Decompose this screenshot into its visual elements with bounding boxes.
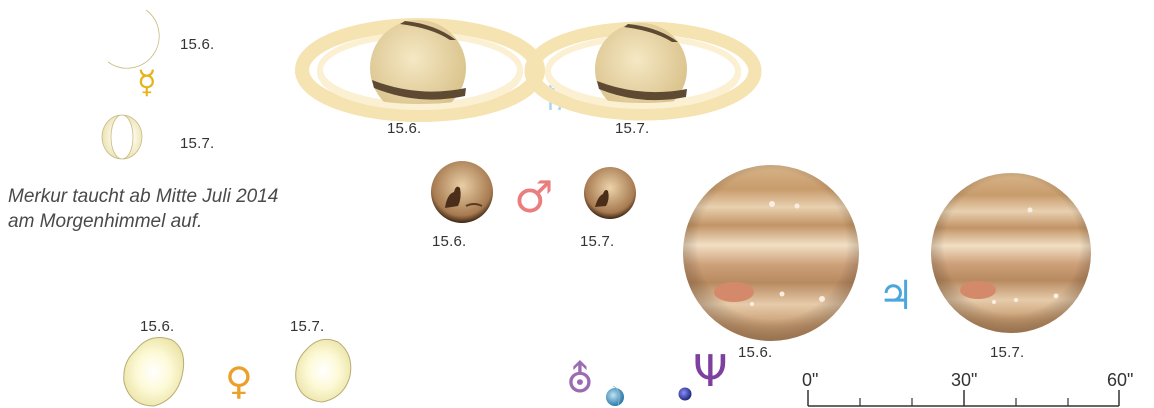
mars-15-7 xyxy=(584,167,636,219)
venus-15-7 xyxy=(295,338,352,403)
venus-15-6 xyxy=(123,337,185,407)
jupiter-15-6 xyxy=(683,165,859,341)
uranus-disc xyxy=(606,385,624,407)
mars-date-15-7: 15.7. xyxy=(580,233,615,250)
venus-date-15-6: 15.6. xyxy=(140,318,175,335)
mercury-date-15-6: 15.6. xyxy=(180,36,215,53)
scale-label-60: 60" xyxy=(1107,370,1134,390)
mercury-phase-15-7 xyxy=(101,114,143,160)
saturn-date-15-7: 15.7. xyxy=(615,120,650,137)
mercury-crescent-15-6 xyxy=(107,9,160,69)
scale-label-30: 30" xyxy=(951,370,978,390)
uranus-symbol-icon: ⛢ xyxy=(566,357,594,401)
venus-date-15-7: 15.7. xyxy=(290,318,325,335)
venus-symbol-icon: ♀ xyxy=(225,359,253,403)
scale-label-0: 0" xyxy=(802,370,819,390)
mercury-symbol-icon: ☿ xyxy=(137,63,157,101)
neptune-symbol-icon: Ψ xyxy=(693,346,728,397)
jupiter-date-15-7: 15.7. xyxy=(990,344,1025,361)
saturn-date-15-6: 15.6. xyxy=(387,120,422,137)
scale-bar xyxy=(807,390,1120,407)
jupiter-symbol-icon: ♃ xyxy=(878,273,914,319)
mars-date-15-6: 15.6. xyxy=(432,233,467,250)
mercury-date-15-7: 15.7. xyxy=(180,135,215,152)
jupiter-15-7 xyxy=(931,173,1091,333)
saturn-15-7 xyxy=(524,21,762,121)
saturn-15-6 xyxy=(295,18,545,122)
mars-15-6 xyxy=(431,161,493,223)
mars-symbol-icon: ♂ xyxy=(514,172,554,223)
neptune-disc xyxy=(678,387,692,401)
jupiter-date-15-6: 15.6. xyxy=(738,344,773,361)
mercury-caption: Merkur taucht ab Mitte Juli 2014 am Morg… xyxy=(8,186,279,232)
